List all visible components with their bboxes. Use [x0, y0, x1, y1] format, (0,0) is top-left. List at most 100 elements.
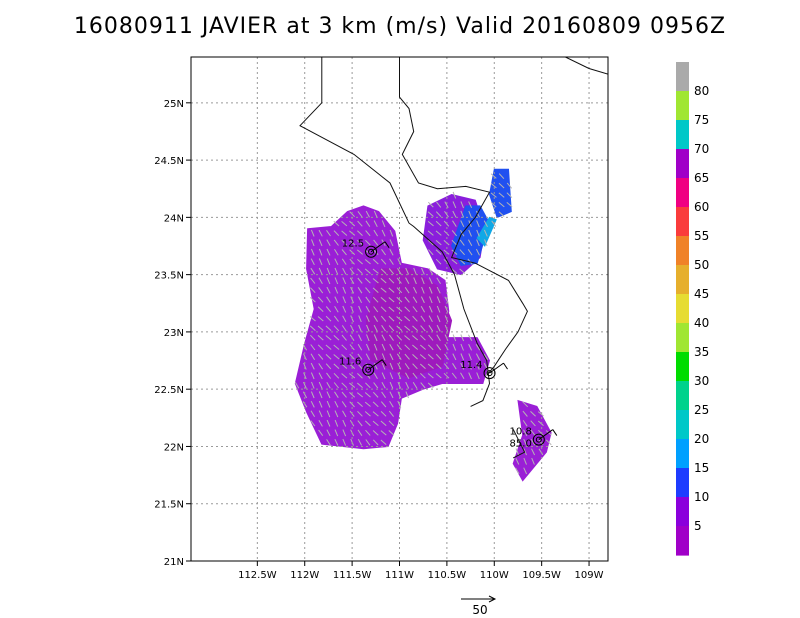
wind-arrow: [396, 287, 403, 294]
wind-arrow: [451, 239, 458, 246]
wind-arrow: [380, 306, 387, 313]
wind-arrow: [506, 182, 513, 189]
wind-arrow: [530, 411, 536, 417]
wind-arrow: [365, 429, 371, 436]
wind-arrow: [310, 353, 316, 361]
wind-arrow: [468, 362, 472, 370]
wind-arrow: [326, 230, 331, 237]
wind-arrow: [364, 411, 371, 417]
wind-arrow: [357, 211, 363, 218]
wind-arrow: [310, 334, 316, 341]
wind-arrow: [357, 438, 363, 446]
wind-arrow: [419, 363, 426, 369]
wind-arrow: [350, 296, 354, 304]
wind-vectors: [294, 173, 552, 475]
wind-arrow: [412, 372, 418, 379]
wind-arrow: [460, 334, 465, 342]
wind-arrow: [404, 296, 410, 303]
wind-arrow: [427, 230, 434, 236]
wind-arrow: [506, 202, 513, 208]
y-tick-label: 21.5N: [154, 500, 184, 511]
wind-arrow: [310, 248, 315, 256]
x-tick-label: 112.5W: [238, 570, 277, 581]
wind-arrow: [333, 335, 340, 341]
wind-arrow: [381, 229, 386, 237]
wind-arrow: [435, 249, 442, 255]
wind-arrow: [333, 354, 340, 360]
wind-arrow: [388, 268, 394, 275]
wind-arrow: [381, 372, 386, 380]
wind-arrow: [372, 391, 379, 398]
wind-arrow: [396, 296, 403, 303]
wind-arrow: [435, 258, 442, 265]
wind-arrow: [380, 315, 387, 322]
colorbar-label: 10: [694, 490, 709, 504]
wind-arrow: [380, 258, 387, 265]
wind-arrow: [342, 286, 347, 294]
wind-arrow: [380, 278, 387, 284]
wind-arrow: [342, 429, 347, 437]
wind-arrow: [483, 220, 488, 228]
wind-arrow: [372, 296, 379, 303]
colorbar-label: 60: [694, 200, 709, 214]
colorbar-segment: [676, 178, 689, 208]
wind-arrow: [404, 306, 411, 313]
wind-arrow: [326, 419, 331, 427]
wind-arrow: [366, 334, 370, 342]
wind-arrow: [476, 239, 480, 247]
wind-arrow: [444, 201, 449, 208]
wind-arrow: [373, 229, 379, 237]
wind-arrow: [436, 315, 441, 323]
colorbar-segment: [676, 236, 689, 266]
storm-center-core: [368, 248, 375, 255]
wind-arrow: [302, 401, 308, 408]
wind-arrow: [498, 211, 505, 217]
wind-arrow: [435, 353, 442, 360]
wind-arrow: [389, 401, 394, 408]
wind-arrow: [420, 382, 426, 389]
wind-arrow: [365, 372, 371, 379]
wind-arrow: [341, 221, 348, 227]
wind-arrow: [443, 372, 450, 379]
wind-arrow: [396, 277, 402, 284]
colorbar-label: 45: [694, 287, 709, 301]
wind-arrow: [317, 296, 324, 303]
wind-arrow: [333, 344, 340, 350]
wind-arrow: [404, 353, 410, 360]
wind-arrow: [357, 230, 363, 236]
wind-arrow: [397, 362, 402, 370]
wind-arrow: [318, 248, 323, 256]
colorbar-label: 25: [694, 403, 709, 417]
wind-arrow: [372, 420, 379, 426]
wind-arrow: [523, 457, 527, 465]
wind-arrow: [389, 372, 394, 380]
wind-arrow: [490, 201, 497, 208]
wind-arrow: [452, 201, 457, 209]
storm-center-core: [486, 370, 493, 377]
x-tick-label: 109W: [575, 570, 604, 581]
wind-arrow: [318, 391, 323, 399]
wind-arrow: [342, 419, 347, 427]
wind-arrow: [460, 201, 464, 209]
wind-arrow: [341, 363, 348, 369]
wind-arrow: [311, 381, 315, 389]
wind-arrow: [341, 239, 348, 246]
colorbar-segment: [676, 497, 689, 527]
wind-arrow: [341, 258, 347, 265]
wind-arrow: [318, 429, 324, 436]
storm-center-ring: [365, 245, 378, 258]
wind-arrow: [303, 381, 307, 389]
wind-arrow: [412, 363, 418, 370]
wind-arrow: [460, 362, 465, 370]
wind-arrow: [412, 325, 418, 331]
colorbar: 5 10 15 20 25 30 35 40 45 50 55 60 65 70 75 80: [676, 62, 709, 556]
wind-arrow: [460, 210, 465, 218]
wind-arrow: [302, 391, 308, 399]
wind-arrow: [405, 381, 410, 389]
wind-arrow: [436, 334, 441, 342]
wind-arrow: [435, 240, 442, 246]
wind-arrow: [420, 334, 426, 341]
wind-arrow: [404, 363, 410, 370]
wind-arrow: [452, 210, 457, 218]
wind-arrow: [350, 286, 355, 294]
